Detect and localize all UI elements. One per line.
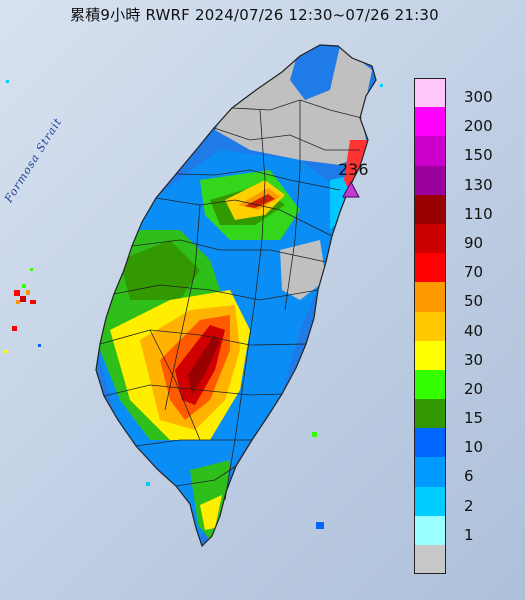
legend-swatch	[414, 223, 446, 254]
legend-row	[414, 545, 510, 575]
legend-swatch	[414, 428, 446, 458]
legend-row: 40	[414, 311, 510, 341]
legend-label: 6	[464, 467, 474, 486]
legend-label: 110	[464, 204, 493, 223]
legend-swatch	[414, 253, 446, 283]
legend-label: 40	[464, 321, 484, 340]
max-rain-marker-icon	[342, 180, 360, 198]
legend-row: 2	[414, 486, 510, 516]
legend-row: 10	[414, 428, 510, 458]
boundary-lines	[95, 44, 377, 548]
offshore-echoes	[4, 80, 383, 529]
map-title: 累積9小時 RWRF 2024/07/26 12:30~07/26 21:30	[70, 6, 439, 24]
legend-swatch	[414, 486, 446, 516]
legend-swatch	[414, 369, 446, 400]
legend-swatch	[414, 545, 446, 575]
legend-row: 300	[414, 78, 510, 108]
legend-row: 110	[414, 194, 510, 224]
legend-label: 50	[464, 292, 484, 311]
legend-label: 200	[464, 117, 493, 136]
legend-label: 150	[464, 146, 493, 165]
legend-row: 30	[414, 340, 510, 370]
legend-row: 15	[414, 399, 510, 429]
legend-label: 30	[464, 350, 484, 369]
legend-row: 50	[414, 282, 510, 312]
legend-row: 6	[414, 457, 510, 487]
legend-swatch	[414, 136, 446, 166]
legend-swatch	[414, 78, 446, 108]
legend-row: 200	[414, 107, 510, 137]
color-legend: 300 200 150 130 110 90 70 50 40 30 20 15 10 6 2 1	[414, 78, 510, 575]
legend-label: 15	[464, 409, 484, 428]
legend-swatch	[414, 399, 446, 429]
legend-swatch	[414, 194, 446, 224]
legend-row: 20	[414, 369, 510, 400]
legend-label: 20	[464, 379, 484, 398]
legend-row: 1	[414, 515, 510, 545]
max-rain-value: 236	[338, 160, 369, 179]
legend-swatch	[414, 165, 446, 195]
legend-label: 90	[464, 233, 484, 252]
legend-row: 70	[414, 253, 510, 283]
legend-label: 70	[464, 263, 484, 282]
legend-row: 150	[414, 136, 510, 166]
legend-swatch	[414, 282, 446, 312]
legend-swatch	[414, 340, 446, 370]
legend-label: 10	[464, 438, 484, 457]
legend-swatch	[414, 515, 446, 545]
legend-label: 130	[464, 175, 493, 194]
legend-swatch	[414, 457, 446, 487]
legend-row: 90	[414, 223, 510, 254]
legend-swatch	[414, 311, 446, 341]
legend-row: 130	[414, 165, 510, 195]
legend-swatch	[414, 107, 446, 137]
legend-label: 300	[464, 88, 493, 106]
legend-label: 1	[464, 525, 474, 544]
legend-label: 2	[464, 496, 474, 515]
